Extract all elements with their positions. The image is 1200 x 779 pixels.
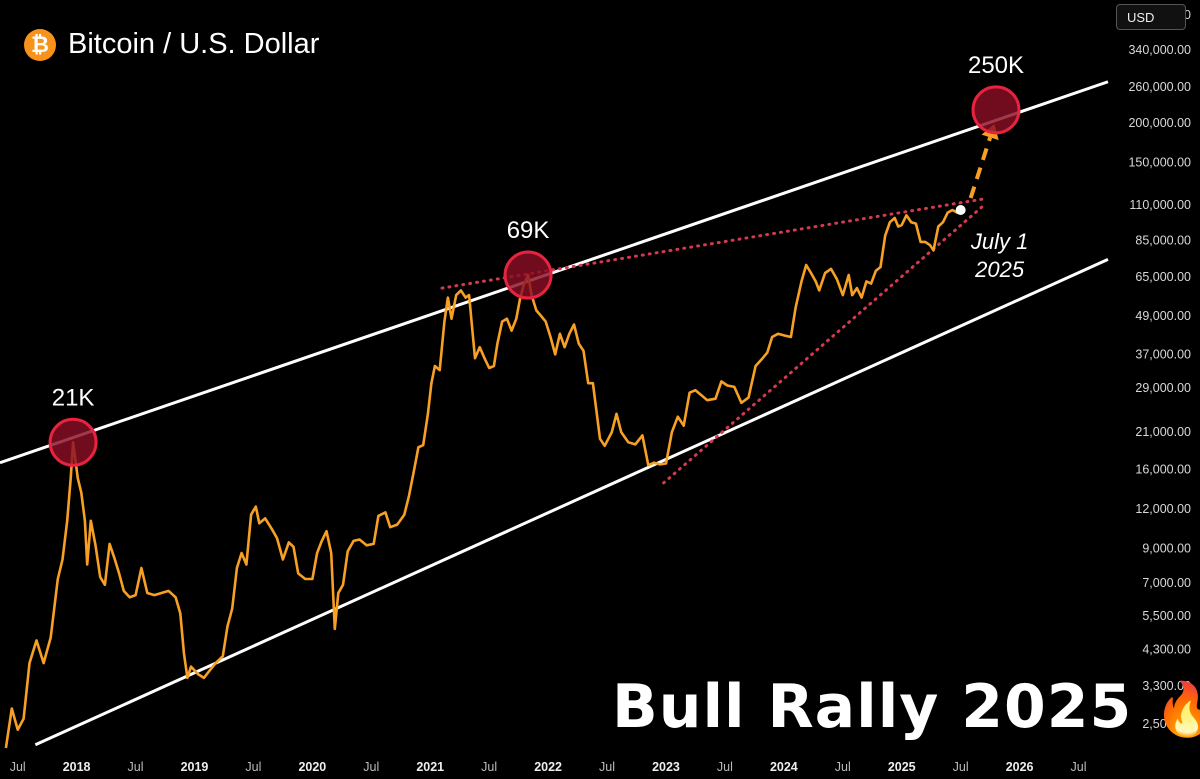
- y-tick-label: 4,300.00: [1142, 643, 1191, 657]
- x-tick-label: Jul: [599, 760, 615, 774]
- upper-channel: [0, 80, 1109, 465]
- y-tick-label: 29,000.00: [1135, 381, 1191, 395]
- marker-250k: [971, 85, 1021, 135]
- marker-69k: [503, 250, 553, 300]
- y-tick-label: 150,000.00: [1128, 155, 1191, 169]
- y-tick-label: 3,300.00: [1142, 679, 1191, 693]
- x-tick-label: Jul: [835, 760, 851, 774]
- currency-button[interactable]: USD: [1116, 4, 1186, 30]
- x-tick-label: Jul: [481, 760, 497, 774]
- y-tick-label: 21,000.00: [1135, 425, 1191, 439]
- x-tick-label: 2026: [1006, 760, 1034, 774]
- x-tick-label: Jul: [953, 760, 969, 774]
- x-tick-label: 2025: [888, 760, 916, 774]
- y-tick-label: 49,000.00: [1135, 309, 1191, 323]
- y-tick-label: 260,000.00: [1128, 80, 1191, 94]
- x-tick-label: Jul: [245, 760, 261, 774]
- x-tick-label: Jul: [1071, 760, 1087, 774]
- x-tick-label: 2018: [63, 760, 91, 774]
- annotation-line1: July 1: [970, 229, 1028, 254]
- x-tick-label: Jul: [363, 760, 379, 774]
- current-price-dot: [955, 205, 966, 216]
- headline-text: Bull Rally 2025: [612, 672, 1133, 742]
- lower-trend: [662, 203, 986, 485]
- y-tick-label: 7,000.00: [1142, 576, 1191, 590]
- projection-arrow-line: [968, 136, 993, 199]
- x-tick-label: 2022: [534, 760, 562, 774]
- y-tick-label: 5,500.00: [1142, 609, 1191, 623]
- y-tick-label: 16,000.00: [1135, 462, 1191, 476]
- x-tick-label: Jul: [128, 760, 144, 774]
- y-tick-label: 2,500.00: [1142, 717, 1191, 731]
- x-tick-label: 2019: [181, 760, 209, 774]
- chart-header: ₿ Bitcoin / U.S. Dollar: [24, 28, 319, 61]
- x-tick-label: 2023: [652, 760, 680, 774]
- price-line: [4, 208, 962, 749]
- x-tick-label: Jul: [10, 760, 26, 774]
- marker-250k-label: 250K: [968, 52, 1024, 79]
- x-tick-label: 2024: [770, 760, 798, 774]
- marker-21k-label: 21K: [52, 384, 95, 411]
- y-tick-label: 65,000.00: [1135, 270, 1191, 284]
- annotation-line2: 2025: [974, 257, 1025, 282]
- marker-21k: [48, 417, 98, 467]
- x-tick-label: 2020: [298, 760, 326, 774]
- y-tick-label: 340,000.00: [1128, 43, 1191, 57]
- y-tick-label: 200,000.00: [1128, 116, 1191, 130]
- y-tick-label: 9,000.00: [1142, 541, 1191, 555]
- x-tick-label: Jul: [717, 760, 733, 774]
- x-tick-label: 2021: [416, 760, 444, 774]
- y-tick-label: 12,000.00: [1135, 502, 1191, 516]
- marker-69k-label: 69K: [507, 217, 550, 244]
- y-tick-label: 37,000.00: [1135, 347, 1191, 361]
- y-tick-label: 110,000.00: [1129, 198, 1191, 212]
- bitcoin-icon: ₿: [24, 28, 56, 61]
- headline: Bull Rally 2025 🔥: [612, 672, 1200, 742]
- y-tick-label: 85,000.00: [1135, 233, 1191, 247]
- fire-icon: 🔥: [1154, 680, 1200, 740]
- chart-title: Bitcoin / U.S. Dollar: [68, 28, 320, 60]
